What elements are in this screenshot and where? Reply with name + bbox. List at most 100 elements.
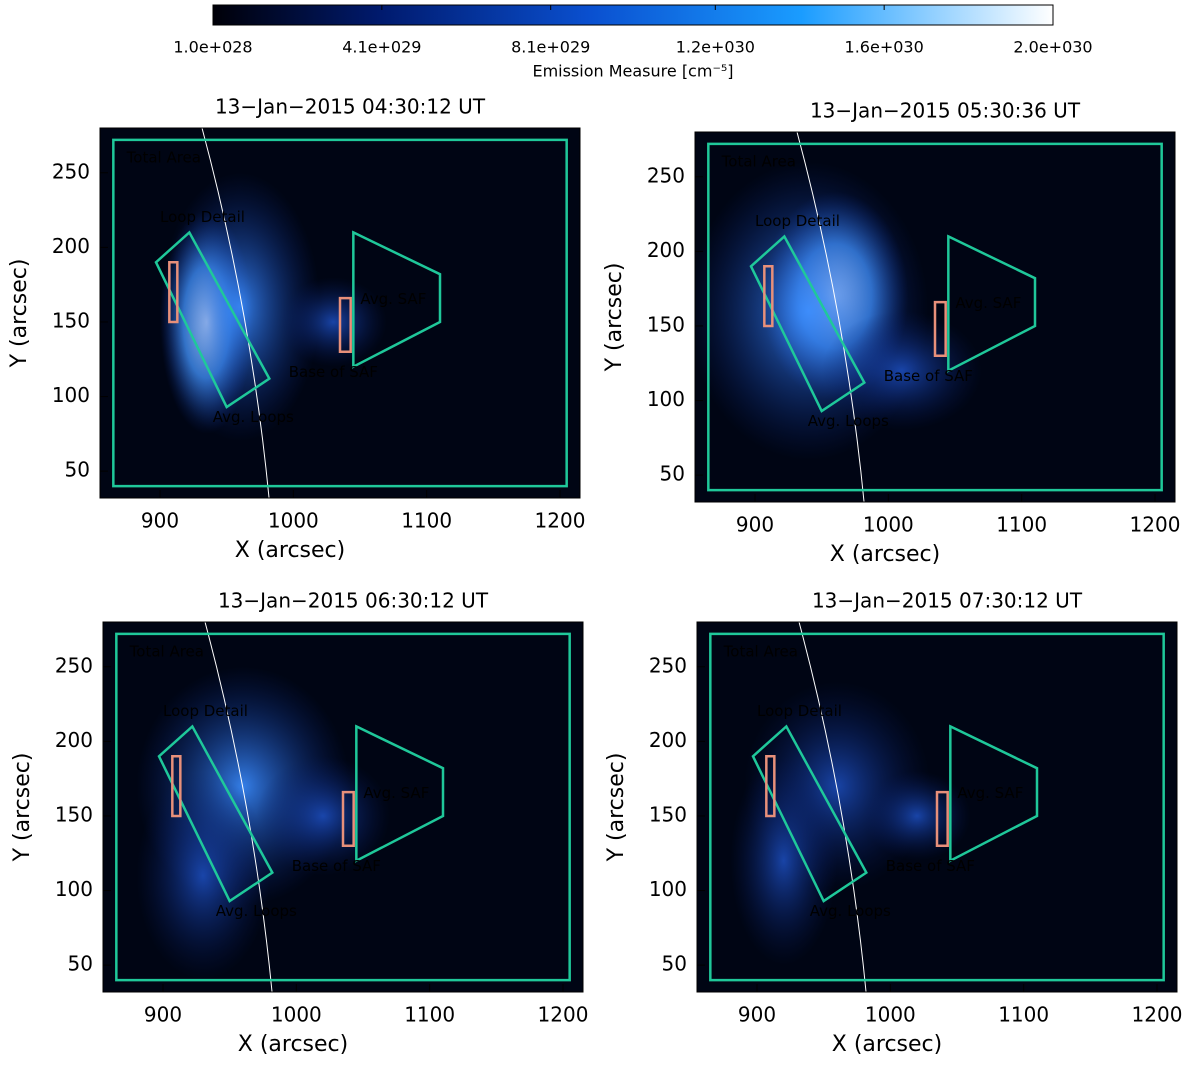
loop-detail-region: [763, 265, 774, 328]
y-axis-label: Y (arcsec): [7, 259, 32, 369]
region-label: Loop Detail: [757, 702, 842, 720]
y-tick-label: 100: [649, 877, 687, 901]
x-tick-label: 900: [736, 513, 774, 537]
avg-saf-region: [947, 234, 1037, 373]
total-area-region: [112, 138, 568, 488]
loop-detail-region: [171, 755, 182, 818]
emission-glow: [730, 756, 838, 966]
region-label: Total Area: [126, 148, 201, 166]
panel-title: 13−Jan−2015 05:30:36 UT: [810, 99, 1081, 123]
x-tick-label: 1000: [268, 509, 319, 533]
plot-frame: [102, 621, 584, 993]
y-tick-label: 250: [55, 653, 93, 677]
emission-glow: [160, 172, 320, 442]
region-label: Avg. SAF: [957, 784, 1023, 802]
y-tick-label: 200: [52, 234, 90, 258]
emission-glow: [136, 771, 270, 981]
region-label: Avg. Loops: [216, 902, 297, 920]
plot-frame: [696, 621, 1178, 993]
region-label: Avg. SAF: [363, 784, 429, 802]
total-area-region: [115, 632, 571, 982]
y-tick-label: 200: [647, 238, 685, 262]
base-saf-region: [933, 300, 947, 358]
x-axis-label: X (arcsec): [238, 1032, 348, 1057]
y-tick-label: 50: [660, 462, 685, 486]
x-tick-label: 1100: [996, 513, 1047, 537]
panel: Total Area Loop Detail Avg. Loops Base of S…: [7, 95, 585, 564]
emission-glow: [280, 277, 387, 367]
solar-limb: [201, 128, 270, 498]
plot-frame: [694, 131, 1176, 503]
x-tick-label: 1000: [271, 1003, 322, 1027]
base-saf-region: [341, 790, 355, 848]
y-tick-label: 250: [647, 163, 685, 187]
region-label: Total Area: [129, 642, 204, 660]
avg-saf-region: [352, 230, 442, 369]
x-tick-label: 1100: [401, 509, 452, 533]
x-tick-label: 1000: [865, 1003, 916, 1027]
y-tick-label: 100: [55, 877, 93, 901]
avg-loops-region: [154, 230, 271, 409]
region-label: Loop Detail: [755, 212, 840, 230]
region-label: Base of SAF: [289, 363, 378, 381]
y-tick-label: 150: [649, 802, 687, 826]
plot-frame: [99, 127, 581, 499]
loop-detail-region: [168, 261, 179, 324]
region-label: Avg. Loops: [808, 412, 889, 430]
y-axis-label: Y (arcsec): [604, 753, 629, 863]
x-tick-label: 900: [144, 1003, 182, 1027]
y-tick-label: 50: [662, 952, 687, 976]
region-label: Total Area: [723, 642, 798, 660]
y-tick-label: 50: [65, 458, 90, 482]
colorbar-tick-label: 1.6e+030: [845, 38, 924, 57]
region-label: Avg. Loops: [213, 408, 294, 426]
x-tick-label: 1200: [1130, 513, 1181, 537]
region-label: Avg. Loops: [810, 902, 891, 920]
total-area-region: [707, 142, 1163, 492]
emission-glow: [863, 771, 971, 861]
y-tick-label: 100: [647, 387, 685, 411]
emission-image: [697, 622, 1177, 992]
emission-glow: [821, 311, 982, 431]
region-label: Base of SAF: [884, 367, 973, 385]
avg-saf-region: [949, 724, 1039, 863]
colorbar-tick-label: 1.0e+028: [173, 38, 252, 57]
avg-loops-region: [749, 234, 866, 413]
region-label: Avg. SAF: [955, 294, 1021, 312]
colorbar-label: Emission Measure [cm⁻⁵]: [532, 62, 733, 81]
loop-detail-region: [765, 755, 776, 818]
colorbar-tick-label: 4.1e+029: [342, 38, 421, 57]
x-tick-label: 1200: [538, 1003, 589, 1027]
panel: Total Area Loop Detail Avg. Loops Base of S…: [10, 589, 588, 1058]
colorbar-tick-label: 2.0e+030: [1013, 38, 1092, 57]
solar-limb: [798, 622, 867, 992]
avg-loops-region: [751, 724, 868, 903]
y-tick-label: 150: [647, 312, 685, 336]
x-tick-label: 1200: [535, 509, 586, 533]
y-axis-label: Y (arcsec): [602, 263, 627, 373]
colorbar-tick-label: 1.2e+030: [676, 38, 755, 57]
x-tick-label: 1100: [404, 1003, 455, 1027]
solar-limb: [796, 132, 865, 502]
y-tick-label: 250: [52, 159, 90, 183]
panel: Total Area Loop Detail Avg. Loops Base of S…: [604, 589, 1182, 1058]
solar-limb: [204, 622, 273, 992]
avg-loops-region: [157, 724, 274, 903]
base-saf-region: [935, 790, 949, 848]
x-axis-label: X (arcsec): [832, 1032, 942, 1057]
emission-image: [695, 132, 1175, 502]
y-tick-label: 250: [649, 653, 687, 677]
colorbar-tick-label: 8.1e+029: [511, 38, 590, 57]
region-label: Base of SAF: [886, 857, 975, 875]
region-label: Loop Detail: [163, 702, 248, 720]
y-tick-label: 200: [55, 728, 93, 752]
y-tick-label: 150: [55, 802, 93, 826]
region-label: Avg. SAF: [360, 290, 426, 308]
x-tick-label: 1200: [1132, 1003, 1183, 1027]
x-tick-label: 900: [738, 1003, 776, 1027]
y-tick-label: 50: [68, 952, 93, 976]
y-tick-label: 100: [52, 383, 90, 407]
region-label: Total Area: [721, 152, 796, 170]
x-tick-label: 1000: [863, 513, 914, 537]
